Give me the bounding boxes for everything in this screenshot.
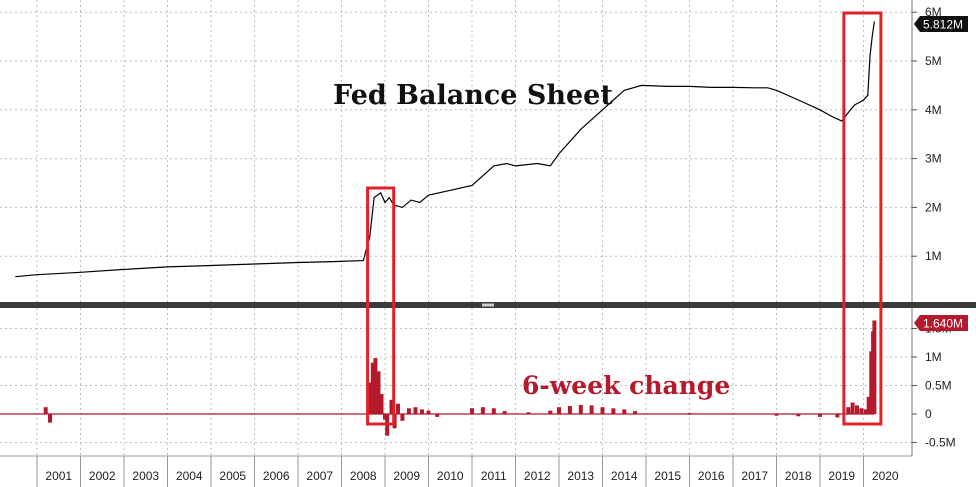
bottom-y-tick-label: 0.5M: [925, 379, 952, 393]
top-y-tick-label: 3M: [925, 152, 942, 166]
year-label: 2005: [219, 469, 246, 483]
year-label: 2004: [176, 469, 203, 483]
change-bar: [43, 407, 48, 414]
change-bar: [435, 414, 440, 417]
balance-sheet-line: [15, 21, 875, 278]
bottom-y-tick-label: -0.5M: [925, 436, 956, 450]
change-bar: [835, 414, 840, 418]
year-label: 2013: [567, 469, 594, 483]
highlight-boxes: [366, 11, 883, 426]
change-bar: [406, 408, 411, 414]
change-bar: [578, 404, 583, 414]
change-bar: [622, 409, 627, 414]
year-label: 2006: [263, 469, 290, 483]
change-bar: [589, 405, 594, 414]
bottom-panel-gridlines: [0, 308, 912, 456]
year-label: 2014: [611, 469, 638, 483]
year-label: 2008: [350, 469, 377, 483]
change-bar: [373, 358, 378, 414]
change-bar: [859, 408, 864, 414]
year-label: 2018: [785, 469, 812, 483]
year-label: 2012: [524, 469, 551, 483]
year-label: 2015: [654, 469, 681, 483]
year-label: 2019: [828, 469, 855, 483]
change-bar: [426, 410, 431, 414]
change-bar: [413, 407, 418, 414]
change-bar: [526, 412, 531, 414]
change-bar: [470, 408, 474, 414]
change-bar: [774, 414, 779, 416]
year-label: 2020: [872, 469, 899, 483]
year-label: 2010: [437, 469, 464, 483]
top-panel-gridlines: [0, 0, 912, 302]
change-bar: [420, 409, 424, 414]
top-y-tick-label: 2M: [925, 200, 942, 214]
change-bar: [379, 394, 384, 414]
change-bar: [396, 403, 400, 414]
year-label: 2003: [132, 469, 159, 483]
bottom-last-value: 1.640M: [923, 317, 963, 331]
change-bar: [818, 414, 822, 417]
top-last-value: 5.812M: [923, 18, 963, 32]
change-bar: [400, 414, 405, 421]
top-y-tick-label: 4M: [925, 103, 942, 117]
year-label: 2011: [481, 469, 507, 483]
change-bar: [480, 407, 485, 414]
top-y-tick-label: 6M: [925, 5, 942, 19]
change-bar: [866, 396, 871, 414]
highlight-box: [366, 186, 396, 426]
change-bar: [376, 371, 381, 415]
year-label: 2001: [45, 469, 72, 483]
highlight-box: [842, 11, 883, 426]
bottom-chart-title: 6-week change: [522, 371, 730, 400]
change-bar: [611, 408, 616, 414]
year-label: 2017: [741, 469, 768, 483]
change-bar: [502, 411, 507, 414]
change-bar: [48, 414, 52, 423]
change-bar: [633, 411, 638, 414]
change-bar: [367, 382, 372, 414]
change-bar: [567, 406, 572, 414]
year-label: 2009: [393, 469, 420, 483]
change-bar: [855, 405, 859, 414]
change-bar: [850, 402, 855, 414]
top-y-tick-label: 1M: [925, 249, 942, 263]
change-bar: [491, 408, 496, 414]
top-chart-title: Fed Balance Sheet: [333, 80, 613, 111]
bottom-y-tick-label: 0: [925, 407, 932, 421]
top-y-axis: 1M 2M 3M 4M 5M 6M: [912, 5, 942, 263]
change-bar: [796, 414, 801, 417]
year-label: 2016: [698, 469, 725, 483]
change-bar: [846, 407, 851, 414]
change-bar: [389, 399, 394, 415]
change-bar: [370, 362, 375, 414]
change-bar: [383, 414, 387, 420]
top-y-tick-label: 5M: [925, 54, 942, 68]
change-bar: [557, 407, 561, 414]
x-axis: 2001 2002 2003 2004 2005 2006 2007 2008 2009 2010…: [36, 456, 899, 487]
top-last-value-badge: 5.812M: [914, 16, 968, 32]
change-bar: [600, 407, 605, 414]
change-bars: [43, 320, 877, 436]
separator-handle[interactable]: [482, 303, 494, 307]
year-label: 2007: [306, 469, 333, 483]
change-bar: [548, 410, 553, 414]
year-label: 2002: [89, 469, 116, 483]
change-bar: [863, 409, 868, 414]
bottom-y-tick-label: 1M: [925, 350, 942, 364]
change-bar: [872, 320, 877, 414]
bottom-last-value-badge: 1.640M: [914, 315, 968, 331]
